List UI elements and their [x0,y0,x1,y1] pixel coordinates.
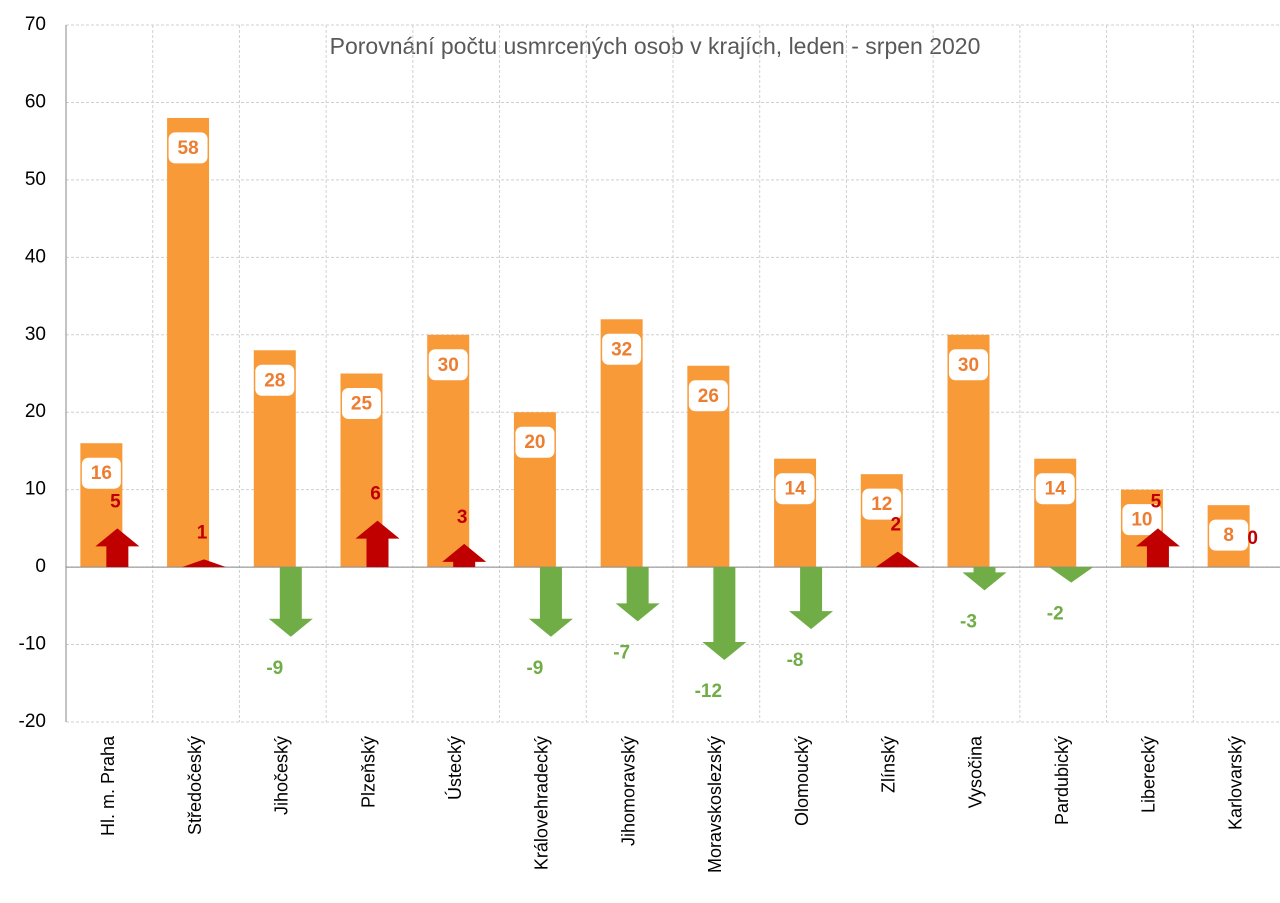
change-arrow [268,567,313,637]
x-tick-label: Zlínský [879,736,899,793]
x-tick-label: Karlovarský [1225,736,1245,830]
change-label: 2 [890,515,901,536]
change-arrow [875,551,920,568]
change-label: 6 [370,484,381,505]
change-arrow [355,520,400,568]
bar-label: 10 [1131,510,1152,531]
bar-label-box [601,332,643,366]
bar-label: 20 [524,432,545,453]
bar-label: 14 [1045,479,1067,500]
change-arrow [95,528,140,568]
bar-label: 30 [958,355,979,376]
change-label: -12 [695,681,722,702]
y-tick-label: 50 [25,169,46,190]
bar-label-box [1034,472,1076,506]
x-tick-label: Liberecký [1139,736,1159,813]
bar-label: 32 [611,339,632,360]
change-label: -9 [266,658,283,679]
change-arrow [615,567,660,622]
y-tick-label: 70 [25,14,46,35]
change-label: -8 [787,650,804,671]
x-tick-label: Moravskoslezský [705,736,725,873]
change-label: 5 [110,491,121,512]
bar-label: 16 [91,463,112,484]
bar-label-box [514,425,556,459]
x-tick-label: Jihočeský [272,736,292,815]
bar-label: 58 [178,138,199,159]
bar-label: 28 [264,370,285,391]
bar-label-box [254,363,296,397]
bar-label: 25 [351,394,373,415]
bar-label-box [341,387,382,420]
y-tick-label: 20 [25,401,46,422]
change-label: 5 [1151,491,1162,512]
x-tick-label: Pardubický [1052,736,1072,825]
change-label: 0 [1247,528,1258,549]
bar-label-box [427,348,469,382]
change-label: -9 [526,658,543,679]
bar-label-box [687,379,729,413]
change-arrow [182,559,227,568]
bar-label-box [861,487,903,521]
change-arrow [528,567,573,637]
change-arrow [962,567,1007,591]
bar-label: 26 [698,386,719,407]
bar-label-box [774,472,816,506]
y-tick-label: -20 [19,711,46,732]
x-tick-label: Hl. m. Praha [98,735,118,836]
bar [167,117,210,568]
x-tick-label: Plzeňský [358,736,378,808]
change-label: 3 [457,507,468,528]
bar-label: 14 [785,479,807,500]
change-arrow [442,543,487,568]
y-tick-label: 60 [25,91,46,112]
change-arrow [789,567,834,630]
bar-label-box [80,456,122,490]
y-tick-label: -10 [19,634,46,655]
x-tick-label: Vysočina [965,735,985,808]
bar-label-box [1208,518,1250,552]
x-tick-label: Jihomoravský [618,736,638,846]
y-tick-label: 10 [25,479,46,500]
change-label: 1 [197,522,208,543]
y-tick-label: 0 [35,556,46,577]
bar-label-box [948,348,989,382]
bar-label-box [1121,503,1163,537]
y-tick-label: 30 [25,324,46,345]
y-tick-label: 40 [25,246,46,267]
bar-label: 30 [438,355,459,376]
chart-title: Porovnání počtu usmrcených osob v krajíc… [330,33,981,59]
change-arrow [1135,528,1180,568]
bar-label-box [167,131,209,165]
change-arrow [702,567,747,661]
x-tick-label: Olomoucký [792,736,812,826]
change-arrow [1049,567,1094,583]
change-label: -7 [613,642,630,663]
change-label: -2 [1047,604,1064,625]
x-tick-label: Královehradecký [532,736,552,870]
x-tick-label: Ústecký [444,736,465,800]
x-tick-label: Středočeský [185,736,205,835]
change-label: -3 [960,611,977,632]
bar-label: 8 [1223,525,1234,546]
bar-label: 12 [871,494,892,515]
